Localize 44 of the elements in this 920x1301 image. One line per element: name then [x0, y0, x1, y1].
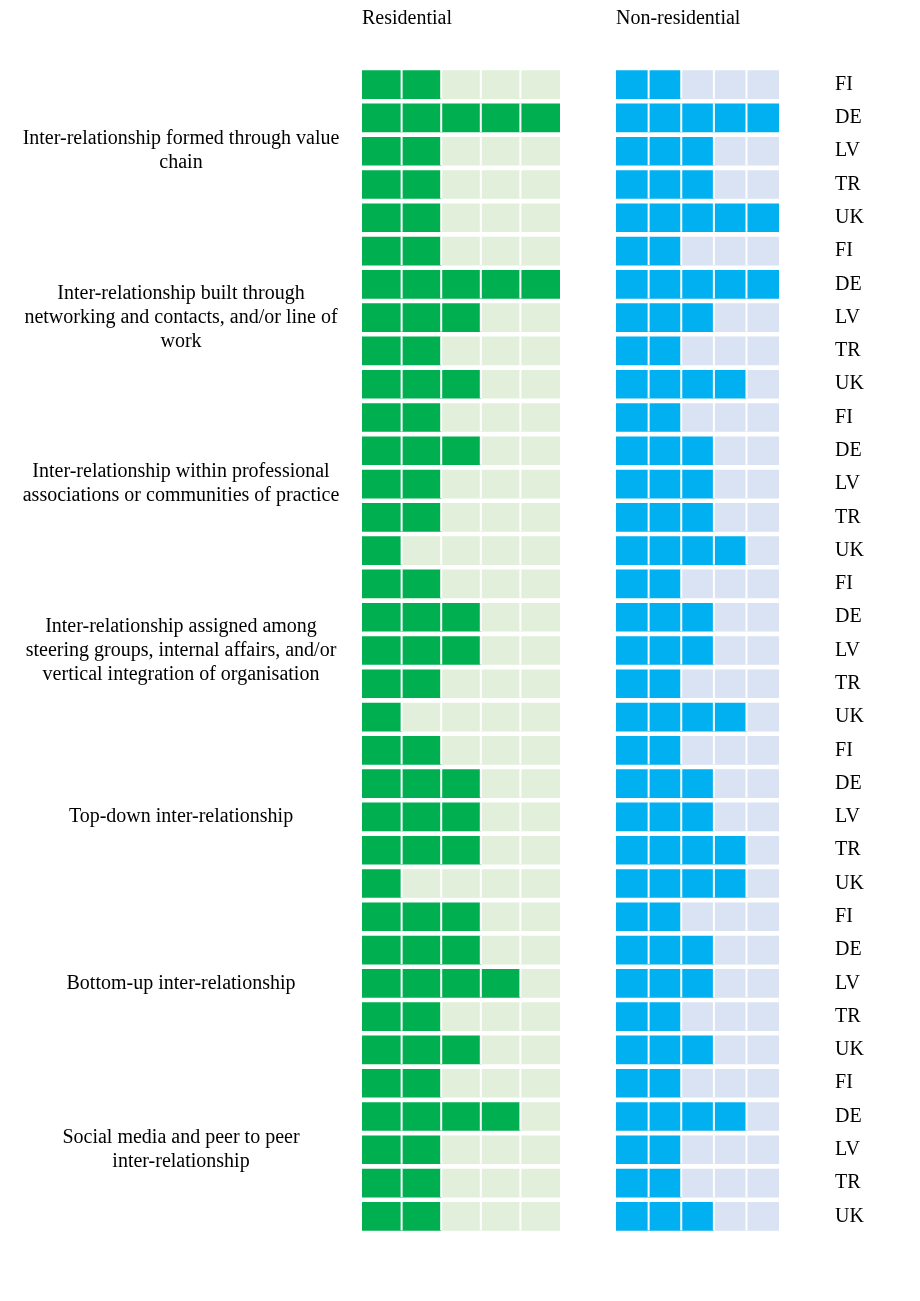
y-tick-label: FI — [835, 71, 853, 94]
y-tick-label: LV — [835, 138, 861, 161]
y-tick-label: LV — [835, 304, 861, 327]
text: Bottom-up inter-relationship — [66, 970, 296, 994]
text: Inter-relationship formed through value chain — [22, 126, 340, 173]
y-tick-label: DE — [835, 770, 862, 793]
y-tick-label: TR — [835, 504, 862, 527]
y-tick-label: DE — [835, 604, 862, 627]
y-tick-label: TR — [835, 671, 862, 694]
y-tick-label: UK — [835, 371, 865, 394]
y-tick-label: UK — [835, 704, 865, 727]
y-tick-label: LV — [835, 1137, 861, 1160]
y-tick-label: TR — [835, 338, 862, 361]
y-tick-label: LV — [835, 970, 861, 993]
chart-title: Residential — [362, 6, 453, 28]
y-tick-label: UK — [835, 870, 865, 893]
text: Inter-relationship assigned among steering groups, internal affairs, and/or vertical integration of organisation — [25, 613, 337, 685]
y-tick-label: FI — [835, 904, 853, 927]
chart-title: Non-residential — [616, 6, 741, 28]
text: Inter-relationship within professional associations or communities of practice — [22, 459, 340, 507]
y-tick-label: DE — [835, 271, 862, 294]
y-tick-label: TR — [835, 1170, 862, 1193]
y-tick-label: DE — [835, 937, 862, 960]
y-tick-label: FI — [835, 737, 853, 760]
text: Social media and peer to peer inter-relationship — [62, 1125, 300, 1173]
text: Inter-relationship built through networking and contacts, and/or line of work — [24, 280, 338, 351]
y-tick-label: TR — [835, 837, 862, 860]
y-tick-label: DE — [835, 438, 862, 461]
y-tick-label: FI — [835, 571, 853, 594]
y-tick-label: FI — [835, 1070, 853, 1093]
text: Top-down inter-relationship — [68, 804, 294, 828]
y-tick-label: UK — [835, 537, 865, 560]
y-tick-label: FI — [835, 404, 853, 427]
y-tick-label: FI — [835, 238, 853, 261]
y-tick-label: DE — [835, 1103, 862, 1126]
y-tick-label: TR — [835, 1003, 862, 1026]
y-tick-label: DE — [835, 105, 862, 128]
y-tick-label: TR — [835, 171, 862, 194]
y-tick-label: UK — [835, 1037, 865, 1060]
y-tick-label: LV — [835, 471, 861, 494]
y-tick-label: LV — [835, 637, 861, 660]
y-tick-label: UK — [835, 205, 865, 228]
y-tick-label: LV — [835, 804, 861, 827]
y-tick-label: UK — [835, 1203, 865, 1226]
